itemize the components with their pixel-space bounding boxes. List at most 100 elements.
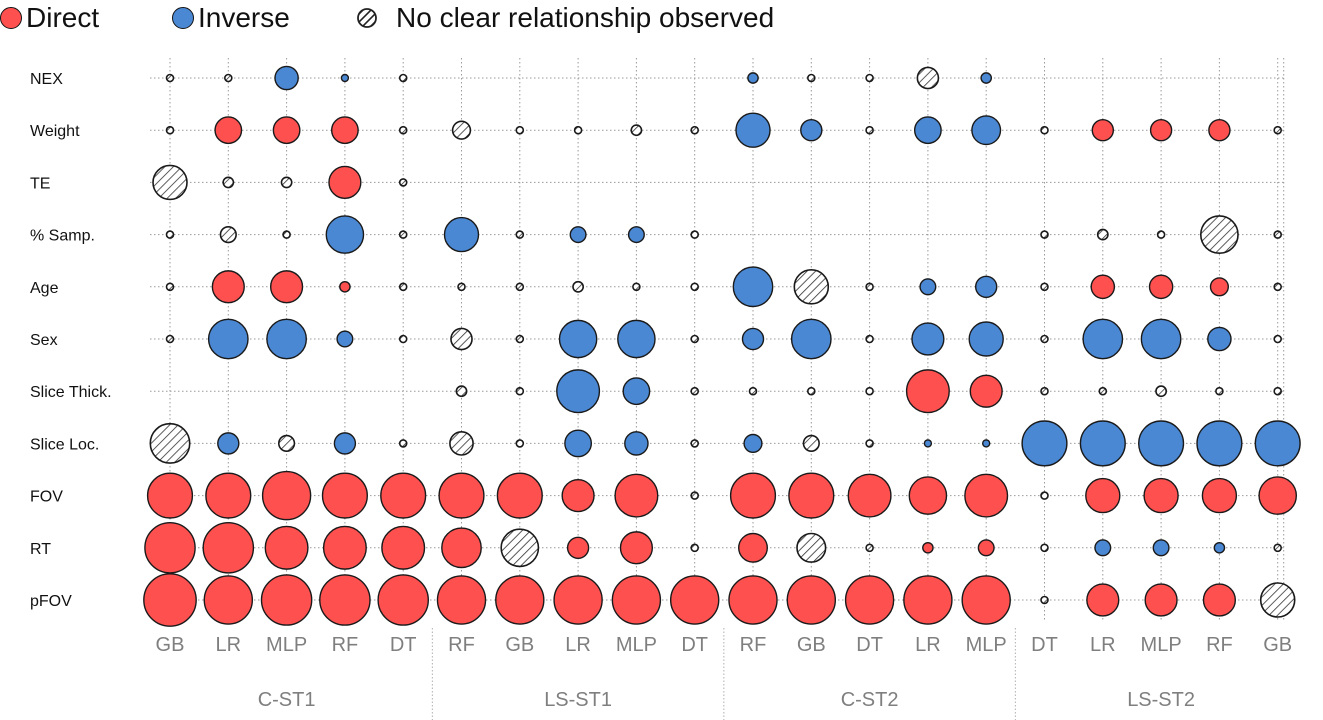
bubble-no-relationship <box>515 282 525 292</box>
bubble-inverse <box>974 275 998 299</box>
bubble-no-relationship <box>449 430 474 456</box>
bubble-no-relationship <box>865 73 874 83</box>
bubble-direct <box>566 536 590 560</box>
bubble-no-relationship <box>1155 385 1168 398</box>
legend-inverse: Inverse <box>172 2 290 34</box>
bubble-inverse <box>325 215 365 254</box>
bubble-no-relationship <box>865 125 874 135</box>
bubble-no-relationship <box>572 280 585 293</box>
bubble-no-relationship <box>865 439 874 448</box>
x-tick-label: LR <box>1090 634 1116 656</box>
bubble-no-relationship <box>796 532 827 563</box>
row-label: TE <box>30 175 50 192</box>
bubble-inverse <box>627 226 645 244</box>
bubble-no-relationship <box>806 386 816 396</box>
row-label: pFOV <box>30 593 72 610</box>
x-tick-label: GB <box>1263 634 1292 656</box>
bubble-direct <box>495 575 545 625</box>
bubble-no-relationship <box>165 334 175 344</box>
x-tick-label: GB <box>156 634 185 656</box>
bubble-no-relationship <box>515 125 525 135</box>
bubble-inverse <box>1137 420 1185 467</box>
bubble-inverse <box>333 432 357 455</box>
bubble-inverse <box>1079 420 1126 467</box>
bubble-no-relationship <box>865 386 874 396</box>
bubble-direct <box>905 369 950 414</box>
bubble-inverse <box>266 318 307 360</box>
bubble-direct <box>436 575 487 625</box>
bubble-inverse <box>747 72 759 84</box>
bubble-no-relationship <box>630 124 643 137</box>
bubble-direct <box>788 472 835 519</box>
bubble-no-relationship <box>149 422 191 464</box>
x-tick-label: DT <box>681 634 708 656</box>
bubble-direct <box>561 478 595 513</box>
bubble-direct <box>438 472 485 519</box>
bubble-inverse <box>982 439 991 448</box>
bubble-no-relationship <box>1273 125 1282 135</box>
bubble-direct <box>202 522 255 574</box>
bubble-inverse <box>1152 539 1170 557</box>
bubble-inverse <box>622 377 651 406</box>
bubble-direct <box>211 270 245 304</box>
bubble-inverse <box>564 429 593 458</box>
bubble-no-relationship <box>1040 491 1049 500</box>
bubble-direct <box>1202 583 1237 617</box>
bubble-direct <box>1149 118 1173 142</box>
bubble-no-relationship <box>165 282 175 292</box>
x-tick-label: MLP <box>266 634 307 656</box>
legend-direct: Direct <box>0 2 99 34</box>
bubble-direct <box>205 472 252 519</box>
x-tick-label: LR <box>565 634 591 656</box>
bubble-direct <box>1085 477 1121 514</box>
bubble-no-relationship <box>1040 386 1049 396</box>
bubble-no-relationship <box>398 282 408 292</box>
bubble-no-relationship <box>916 66 940 90</box>
bubble-no-relationship <box>277 434 296 453</box>
bubble-direct <box>786 575 837 625</box>
bubble-direct <box>146 472 194 519</box>
group-label: LS-ST2 <box>1127 689 1195 711</box>
bubble-direct <box>1208 118 1231 142</box>
bubble-no-relationship <box>748 386 758 396</box>
bubble-inverse <box>923 439 933 448</box>
bubble-no-relationship <box>500 528 540 568</box>
bubble-inverse <box>968 321 1004 357</box>
bubble-no-relationship <box>802 434 820 453</box>
legend-none: No clear relationship observed <box>356 2 774 34</box>
bubble-no-relationship <box>1273 543 1282 553</box>
bubble-no-relationship <box>865 543 874 553</box>
legend-inverse-label: Inverse <box>198 2 290 33</box>
bubble-direct <box>1258 476 1298 515</box>
bubble-direct <box>261 470 312 521</box>
bubble-no-relationship <box>1040 125 1049 135</box>
bubble-no-relationship <box>398 178 408 187</box>
bubble-inverse <box>556 369 601 414</box>
bubble-direct <box>669 575 720 625</box>
bubble-inverse <box>919 278 937 296</box>
bubble-no-relationship <box>219 225 237 244</box>
bubble-no-relationship <box>690 334 700 344</box>
bubble-direct <box>260 574 313 626</box>
row-label: Sex <box>30 332 58 349</box>
bubble-no-relationship <box>515 334 525 344</box>
bubble-inverse <box>913 116 942 145</box>
bubble-inverse <box>1196 420 1243 467</box>
bubble-no-relationship <box>165 125 175 135</box>
bubble-inverse <box>980 72 993 84</box>
x-tick-label: RF <box>448 634 475 656</box>
bubble-direct <box>1201 477 1238 514</box>
bubble-no-relationship <box>1156 230 1166 239</box>
bubble-direct <box>728 575 778 625</box>
bubble-no-relationship <box>398 73 408 83</box>
bubbles <box>143 65 1301 627</box>
bubble-no-relationship <box>165 230 175 239</box>
bubble-no-relationship <box>515 230 525 239</box>
bubble-no-relationship <box>455 385 468 398</box>
bubble-no-relationship <box>690 282 700 292</box>
bubble-no-relationship <box>793 268 830 305</box>
bubble-inverse <box>1094 539 1112 557</box>
bubble-inverse <box>971 115 1002 146</box>
row-label: % Samp. <box>30 228 95 245</box>
